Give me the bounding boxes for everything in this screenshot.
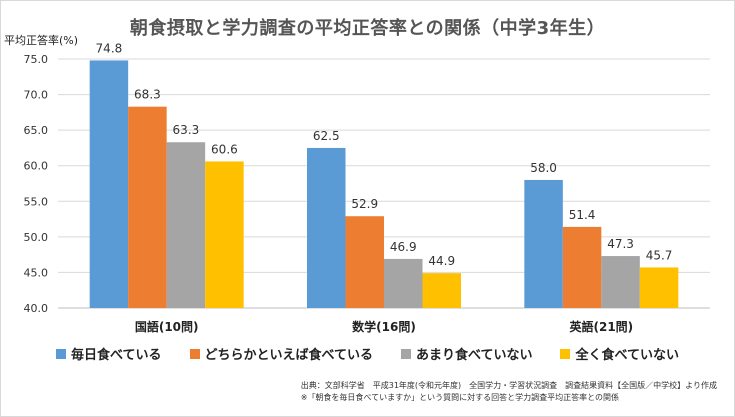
data-label: 52.9 xyxy=(351,197,378,211)
y-tick-label: 45.0 xyxy=(24,266,49,279)
bar xyxy=(601,256,640,308)
x-tick-label: 英語(21問) xyxy=(569,319,633,334)
data-label: 63.3 xyxy=(173,123,200,137)
bar xyxy=(524,179,563,308)
data-label: 44.9 xyxy=(428,254,455,268)
y-tick-label: 60.0 xyxy=(24,160,49,173)
x-tick-label: 数学(16問) xyxy=(352,319,416,334)
y-tick-label: 40.0 xyxy=(24,302,49,315)
data-label: 45.7 xyxy=(646,248,673,262)
data-label: 74.8 xyxy=(96,41,123,55)
data-label: 68.3 xyxy=(134,88,161,102)
bar xyxy=(562,226,602,308)
data-label: 60.6 xyxy=(211,142,238,156)
legend-item: 全く食べていない xyxy=(560,344,679,363)
bar xyxy=(384,258,423,308)
bar xyxy=(345,216,384,308)
bar xyxy=(89,60,129,309)
legend-swatch xyxy=(189,348,200,359)
legend-swatch xyxy=(56,348,67,359)
legend-item: あまり食べていない xyxy=(401,344,532,363)
legend-item: どちらかといえば食べている xyxy=(189,344,373,363)
data-label: 62.5 xyxy=(313,129,340,143)
bar xyxy=(166,142,206,308)
y-tick-label: 55.0 xyxy=(24,195,49,208)
source-line-2: ※「朝食を毎日食べていますか」という質問に対する回答と学力調査平均正答率との関係 xyxy=(300,393,620,402)
bar xyxy=(422,273,461,308)
x-tick-label: 国語(10問) xyxy=(135,319,199,334)
source-note: 出典：文部科学省 平成31年度(令和元年度) 全国学力・学習状況調査 調査結果資… xyxy=(301,380,717,404)
chart-title: 朝食摂取と学力調査の平均正答率との関係（中学3年生） xyxy=(129,18,606,39)
source-line-1: 出典：文部科学省 平成31年度(令和元年度) 全国学力・学習状況調査 調査結果資… xyxy=(300,381,717,390)
y-tick-label: 75.0 xyxy=(24,53,49,66)
y-tick-label: 50.0 xyxy=(24,231,49,244)
bar xyxy=(205,161,244,308)
bar xyxy=(307,147,346,308)
legend-swatch xyxy=(560,348,571,359)
y-tick-label: 65.0 xyxy=(24,124,49,137)
data-label: 46.9 xyxy=(390,240,417,254)
legend-label: どちらかといえば食べている xyxy=(204,348,373,363)
bar xyxy=(639,267,679,308)
legend-item: 毎日食べている xyxy=(56,344,162,363)
data-label: 51.4 xyxy=(569,208,596,222)
legend-label: 全く食べていない xyxy=(575,348,679,363)
y-tick-label: 70.0 xyxy=(24,89,49,102)
data-label: 58.0 xyxy=(530,161,557,175)
data-label: 47.3 xyxy=(607,237,634,251)
legend-label: 毎日食べている xyxy=(71,348,162,363)
legend-swatch xyxy=(401,348,411,359)
y-axis-label: 平均正答率(%) xyxy=(4,34,79,47)
bar xyxy=(128,106,167,308)
legend: 毎日食べている どちらかといえば食べている あまり食べていない 全く食べていない xyxy=(0,344,735,363)
legend-label: あまり食べていない xyxy=(416,348,533,363)
